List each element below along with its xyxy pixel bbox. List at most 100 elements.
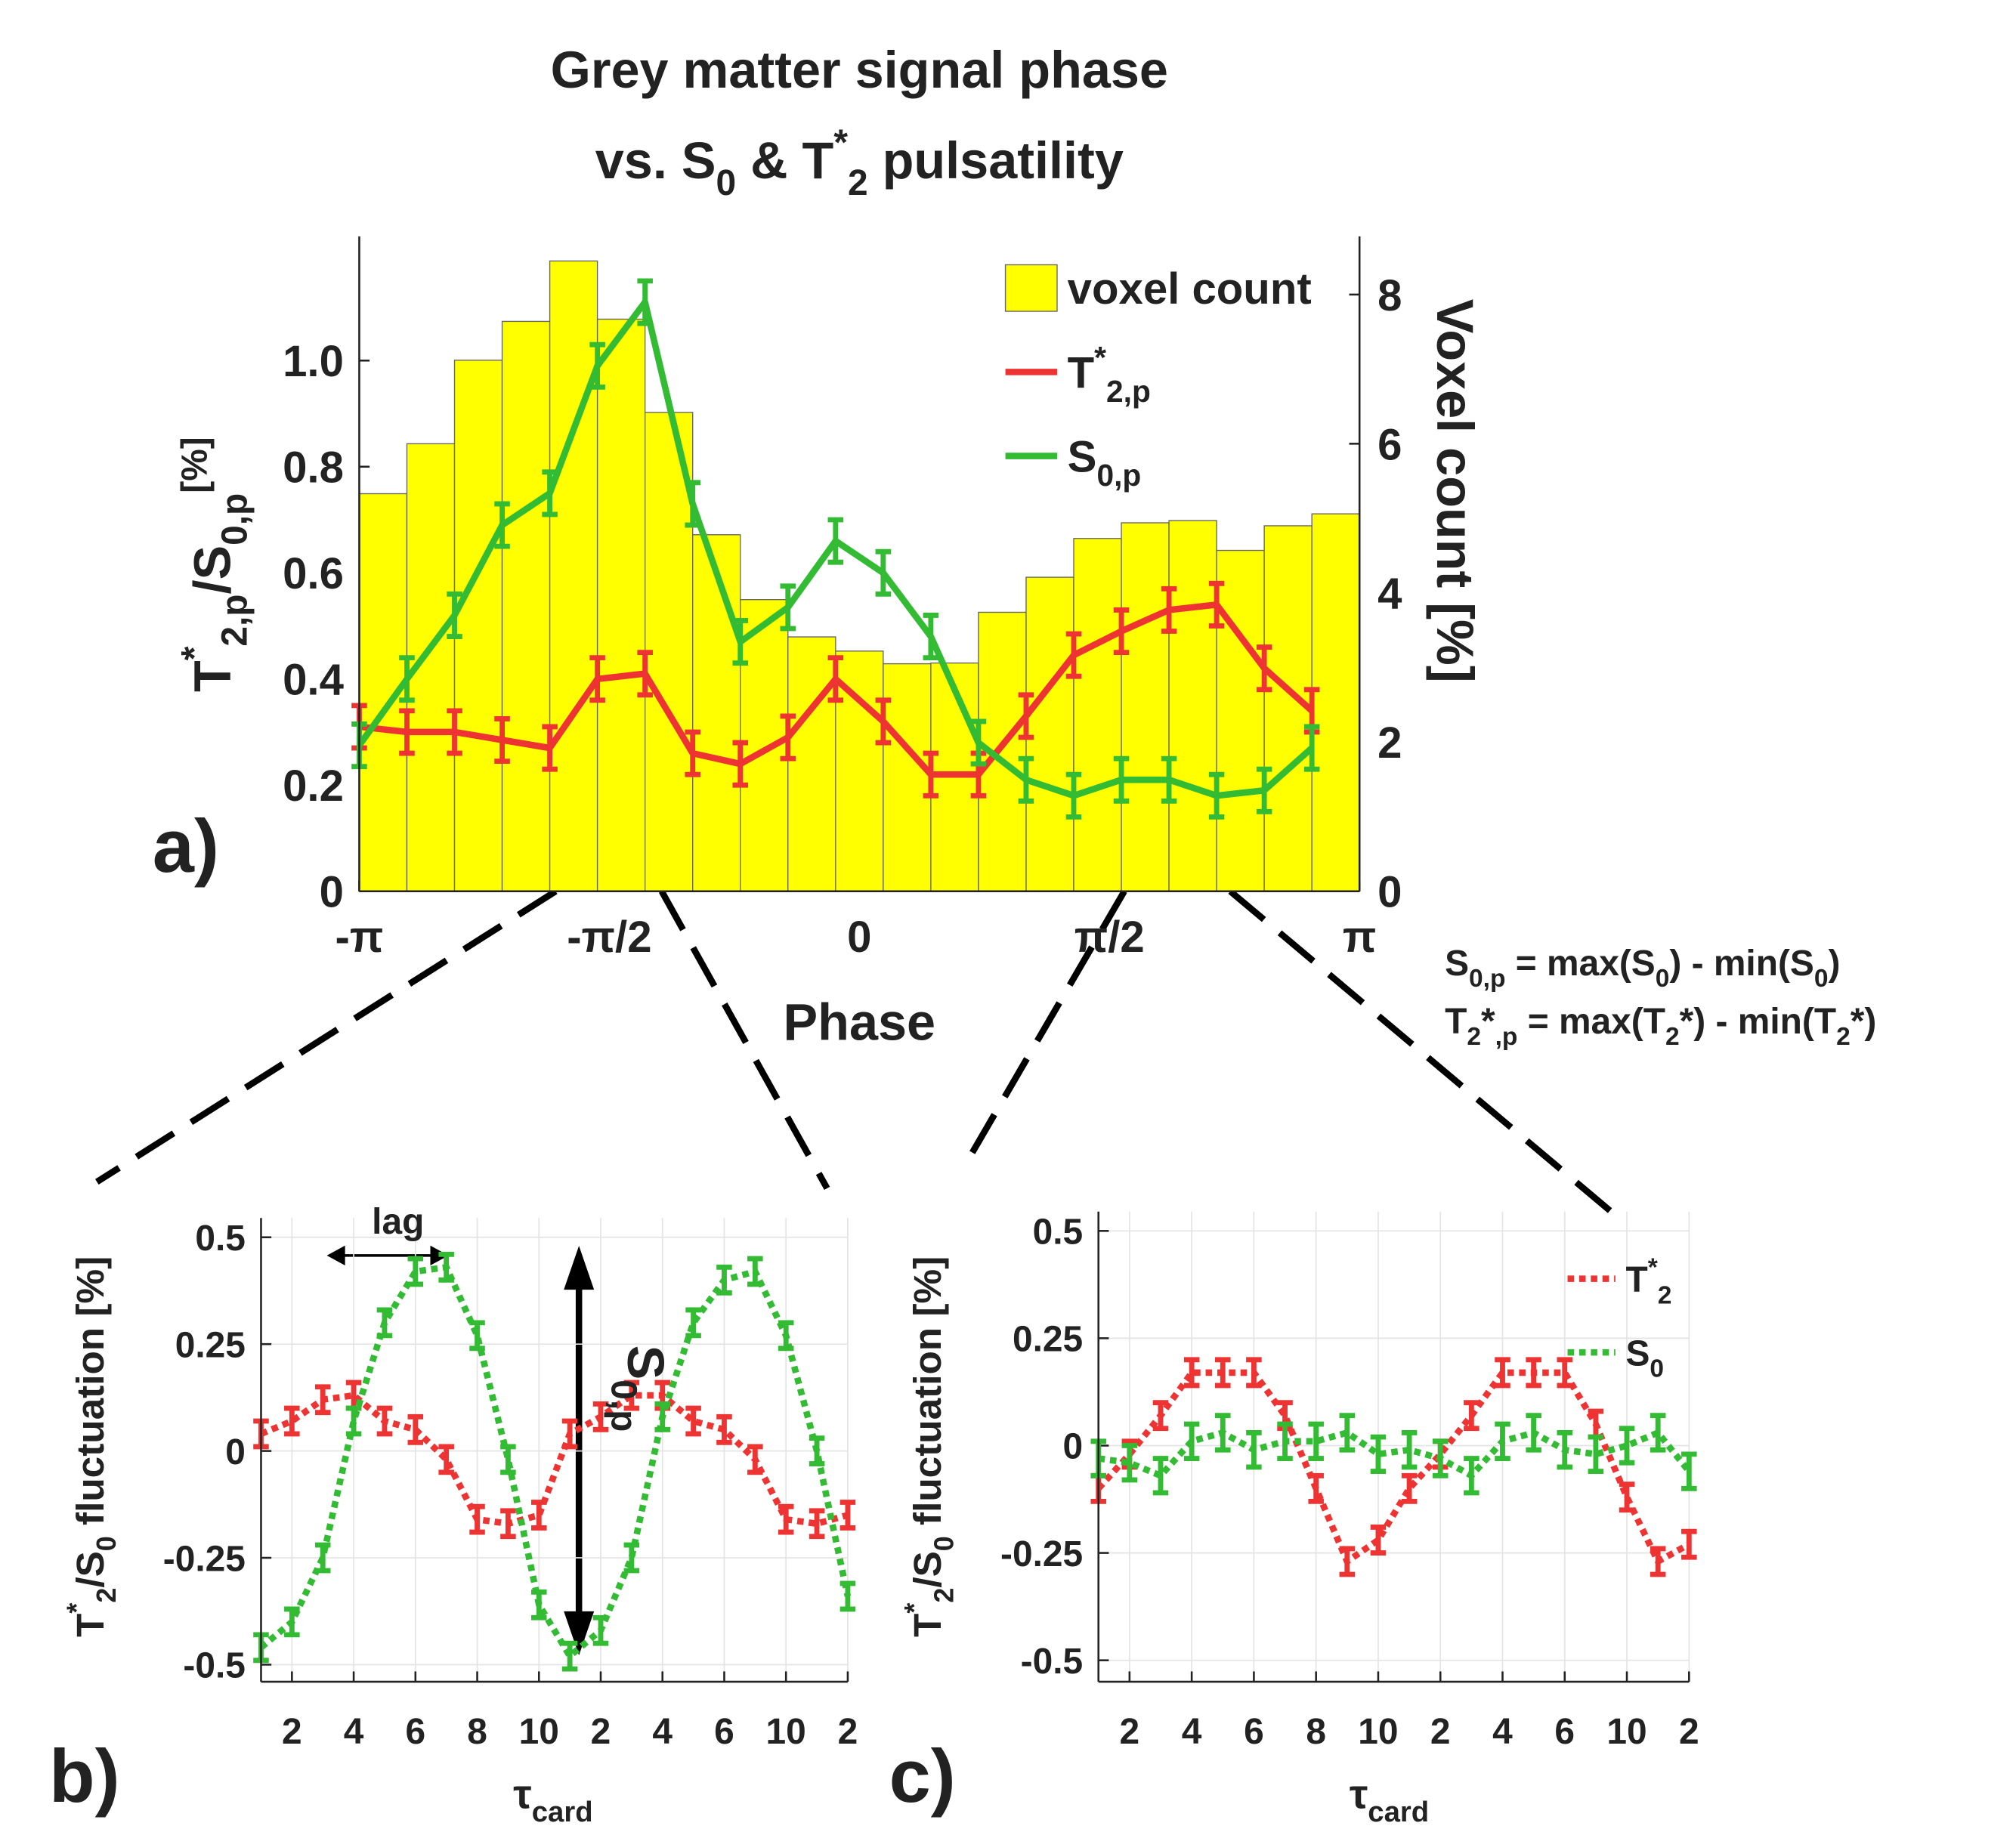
annotation: T2*,p = max(T2*) - min(T2*)	[1445, 1002, 1876, 1051]
x-tick-label: 2	[838, 1712, 858, 1752]
error-bar	[531, 1589, 547, 1620]
error-bar	[747, 1256, 763, 1287]
annotation-part: 2	[1467, 1023, 1481, 1051]
error-bar	[469, 1503, 485, 1535]
error-bar	[637, 650, 653, 698]
error-bar	[1256, 766, 1272, 814]
y-tick-label: 0	[225, 1432, 246, 1472]
error-bar	[685, 729, 700, 777]
error-bar	[685, 480, 700, 528]
error-bar	[1161, 755, 1177, 804]
error-bar	[780, 583, 796, 632]
bar	[740, 599, 789, 892]
bar	[1025, 576, 1074, 892]
x-tick-label: 4	[1492, 1712, 1513, 1752]
error-bar	[531, 1500, 547, 1531]
y-axis-label-part: fluctuation [%]	[69, 1256, 112, 1536]
x-tick-label: 6	[1244, 1712, 1264, 1752]
error-bar	[875, 548, 892, 597]
error-bar	[500, 1444, 516, 1475]
y-tick-label: 0.5	[195, 1219, 246, 1259]
chart-title-part: Grey matter signal phase	[551, 42, 1168, 99]
y-axis-label-part: /S	[184, 545, 241, 595]
x-axis-label: τcard	[513, 1771, 592, 1828]
error-bar	[1619, 1481, 1635, 1513]
y-axis-label-part: /S	[906, 1551, 949, 1587]
x-tick-label: 4	[1182, 1712, 1202, 1752]
y-axis-label-part: /S	[69, 1551, 112, 1587]
error-bar	[623, 1542, 640, 1574]
annotation-part: ) - min(S	[1669, 944, 1814, 984]
bar	[453, 360, 503, 892]
y2-tick-label: 4	[1377, 570, 1402, 619]
annotation-part: *) - min(T	[1680, 1002, 1836, 1042]
error-bar	[1152, 1456, 1169, 1496]
bar	[501, 320, 551, 892]
y-axis-label-part: 2,p	[215, 594, 255, 646]
x-tick-label: -π	[335, 913, 384, 962]
error-bar	[1065, 631, 1082, 679]
chart-title: Grey matter signal phase	[551, 42, 1168, 99]
error-bar	[1526, 1357, 1541, 1389]
chart-title-part: *	[833, 123, 848, 163]
error-bar	[1588, 1434, 1604, 1475]
bar	[787, 636, 836, 892]
annotation-part: ,p	[1495, 1023, 1518, 1051]
y-axis-label-part: T	[906, 1614, 949, 1637]
lag-arrow	[326, 1245, 449, 1266]
error-bar	[494, 501, 510, 549]
error-bar	[839, 1500, 856, 1531]
x-tick-label: 8	[1306, 1712, 1326, 1752]
error-bar	[1495, 1421, 1510, 1461]
error-bar	[1401, 1472, 1418, 1504]
error-bar	[1277, 1421, 1293, 1461]
y2-axis-label: Voxel count [%]	[1426, 299, 1483, 683]
error-bar	[1619, 1426, 1635, 1466]
bar	[835, 650, 884, 892]
legend-label-part: 2	[1658, 1281, 1672, 1309]
error-bar	[1183, 1357, 1200, 1389]
x-tick-label: 8	[467, 1712, 487, 1752]
annotation-part: S	[1445, 944, 1469, 984]
error-bar	[778, 1320, 794, 1352]
legend-label-part: T	[1626, 1260, 1648, 1300]
error-bar	[1464, 1456, 1480, 1496]
x-tick-label: 10	[1358, 1712, 1398, 1752]
error-bar	[1526, 1413, 1541, 1453]
panel-label: a)	[153, 805, 219, 888]
error-bar	[732, 618, 748, 666]
y-axis-label-part: 2	[91, 1588, 122, 1603]
error-bar	[778, 1503, 794, 1535]
series-line	[1098, 1429, 1692, 1479]
error-bar	[284, 1405, 300, 1437]
error-bar	[589, 341, 605, 390]
bar	[1121, 522, 1170, 892]
legend-label-part: 2,p	[1106, 374, 1151, 409]
y-tick-label: -0.25	[1000, 1534, 1083, 1574]
error-bar	[500, 1508, 516, 1540]
y-axis-label-part: *	[61, 1603, 92, 1614]
error-bar	[732, 740, 748, 788]
error-bar	[970, 718, 987, 767]
y-axis-label-part: 0	[91, 1536, 122, 1551]
bar	[883, 663, 932, 892]
error-bar	[1208, 580, 1225, 629]
bar	[692, 534, 741, 892]
legend-label: T*2	[1626, 1253, 1672, 1309]
arrow-head	[564, 1611, 595, 1656]
error-bar	[827, 655, 844, 703]
x-tick-label: 6	[405, 1712, 425, 1752]
error-bar	[469, 1320, 485, 1352]
error-bar	[407, 1256, 424, 1287]
x-tick-label: -π/2	[567, 913, 651, 962]
panel-label: c)	[889, 1735, 956, 1818]
error-bar	[1018, 755, 1034, 804]
arrow-head	[564, 1245, 595, 1290]
y-tick-label: 0.5	[1033, 1213, 1084, 1253]
error-bar	[561, 1418, 578, 1450]
x-axis-label: Phase	[784, 993, 936, 1051]
x-tick-label: 10	[519, 1712, 559, 1752]
error-bar	[654, 1401, 670, 1432]
x-tick-label: 2	[282, 1712, 302, 1752]
